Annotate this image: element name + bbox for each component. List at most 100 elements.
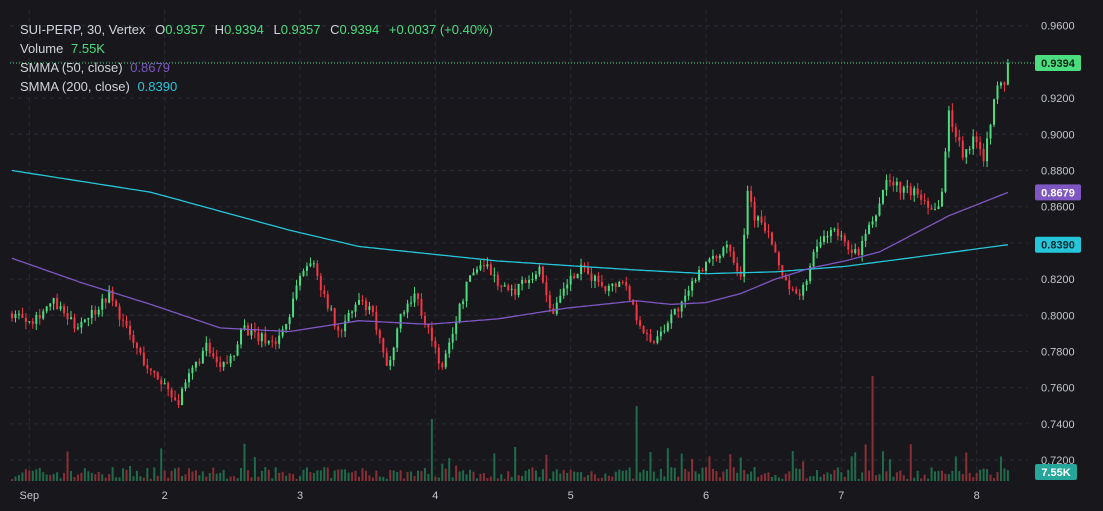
candle-body bbox=[128, 325, 131, 335]
volume-bar bbox=[500, 474, 503, 481]
candle-body bbox=[993, 99, 996, 125]
candle-body bbox=[11, 313, 13, 319]
candle-body bbox=[861, 240, 864, 255]
candle-body bbox=[760, 216, 763, 223]
volume-bar bbox=[323, 467, 326, 481]
volume-bar bbox=[153, 467, 156, 481]
volume-bar bbox=[521, 475, 524, 481]
candle-body bbox=[392, 347, 395, 361]
volume-bar bbox=[864, 444, 867, 481]
volume-bar bbox=[569, 469, 572, 481]
volume-bar bbox=[895, 472, 898, 481]
volume-bar bbox=[684, 468, 687, 481]
candle-body bbox=[763, 222, 766, 232]
candle-body bbox=[795, 289, 798, 294]
candle-body bbox=[982, 149, 985, 162]
volume-bar bbox=[989, 474, 992, 481]
candle-body bbox=[652, 341, 655, 343]
candle-body bbox=[191, 367, 194, 374]
candle-body bbox=[448, 342, 451, 354]
candle-body bbox=[864, 233, 867, 241]
candle-body bbox=[451, 333, 454, 343]
volume-bar bbox=[611, 476, 614, 481]
volume-bar bbox=[52, 473, 55, 481]
candle-body bbox=[354, 304, 357, 312]
candle-body bbox=[76, 327, 79, 329]
volume-bar bbox=[94, 474, 97, 481]
candle-body bbox=[673, 308, 676, 315]
volume-bar bbox=[607, 475, 610, 481]
candle-body bbox=[694, 280, 697, 282]
candle-body bbox=[850, 249, 853, 253]
volume-bar bbox=[795, 468, 798, 481]
y-tick-label: 0.9000 bbox=[1041, 129, 1075, 141]
candle-body bbox=[510, 288, 513, 290]
volume-bar bbox=[722, 471, 725, 481]
candle-body bbox=[423, 315, 426, 324]
candle-body bbox=[42, 311, 45, 319]
volume-bar bbox=[729, 454, 732, 481]
volume-bar bbox=[56, 472, 59, 481]
candle-body bbox=[868, 224, 871, 234]
volume-bar bbox=[312, 473, 315, 481]
candle-body bbox=[212, 353, 215, 357]
candle-body bbox=[125, 320, 128, 326]
volume-bar bbox=[423, 467, 426, 481]
volume-bar bbox=[587, 474, 590, 481]
volume-bar bbox=[299, 476, 302, 481]
volume-bar bbox=[437, 477, 440, 481]
volume-bar bbox=[659, 468, 662, 481]
volume-bar bbox=[108, 474, 111, 481]
candle-body bbox=[406, 303, 409, 313]
candle-body bbox=[715, 256, 718, 259]
volume-bar bbox=[87, 471, 90, 481]
volume-bar bbox=[562, 469, 565, 481]
candle-body bbox=[857, 249, 860, 255]
candle-body bbox=[774, 244, 777, 253]
volume-bar bbox=[399, 470, 402, 481]
volume-bar bbox=[45, 474, 48, 481]
candle-body bbox=[410, 302, 413, 304]
candle-body bbox=[437, 347, 440, 364]
volume-bar bbox=[909, 444, 912, 481]
volume-bar bbox=[76, 474, 79, 481]
volume-bar bbox=[375, 470, 378, 481]
candle-body bbox=[951, 110, 954, 128]
volume-bar bbox=[916, 470, 919, 481]
candle-body bbox=[888, 180, 891, 182]
volume-bar bbox=[111, 467, 114, 481]
volume-bar bbox=[274, 467, 277, 481]
volume-bar bbox=[163, 470, 166, 481]
volume-bar bbox=[236, 478, 239, 481]
volume-bar bbox=[174, 468, 177, 481]
candle-body bbox=[132, 334, 135, 343]
candle-body bbox=[486, 264, 489, 267]
candle-body bbox=[593, 275, 596, 281]
x-tick-label: 8 bbox=[974, 490, 980, 502]
candle-body bbox=[316, 263, 319, 276]
candle-body bbox=[181, 388, 184, 406]
candle-body bbox=[94, 310, 97, 315]
candle-body bbox=[156, 372, 159, 380]
volume-bar bbox=[743, 470, 746, 481]
candle-body bbox=[233, 355, 236, 357]
volume-bar bbox=[802, 461, 805, 481]
volume-bar bbox=[378, 476, 381, 481]
volume-bar bbox=[913, 477, 916, 481]
volume-bar bbox=[396, 471, 399, 481]
volume-bar bbox=[850, 456, 853, 481]
candle-body bbox=[295, 285, 298, 299]
volume-bar bbox=[403, 478, 406, 481]
volume-bar bbox=[73, 477, 76, 481]
candle-body bbox=[174, 397, 177, 400]
volume-bar bbox=[472, 471, 475, 481]
candle-body bbox=[548, 295, 551, 309]
volume-bar bbox=[333, 470, 336, 481]
candle-body bbox=[333, 308, 336, 327]
candle-body bbox=[632, 299, 635, 305]
volume-bar bbox=[871, 376, 874, 481]
candle-body bbox=[97, 309, 100, 315]
candle-body bbox=[135, 342, 138, 349]
